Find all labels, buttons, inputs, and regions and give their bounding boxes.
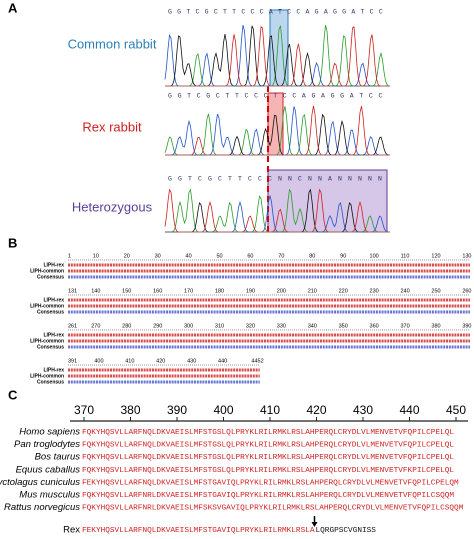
ruler-number: 440	[218, 358, 227, 364]
frameshift-arrowhead	[311, 522, 318, 527]
ruler-number: 320	[246, 323, 255, 329]
panel-label: C	[8, 387, 18, 402]
row-label: Consensus	[37, 274, 64, 280]
base-calls: GGTCGCTTCCCATCCAGAGGATCC	[168, 9, 388, 16]
row-label: LIPH-common	[30, 373, 64, 379]
row-label: LIPH-common	[30, 268, 64, 274]
sequence: FQKYHQSVLLARFNRLDKVAEISLMFSKSVGAVIQLPRYK…	[82, 505, 464, 513]
sequence: FEKYHQSVLLARFNQLDKVAEISLMFSTGAVIQLPRYKLR…	[82, 479, 459, 487]
ruler-number: 370	[400, 323, 409, 329]
ruler-number: 410	[260, 403, 280, 417]
sequence-tail: LQRGPSCVGNISS	[316, 527, 377, 535]
species-name: Rattus norvegicus	[4, 502, 80, 513]
ruler-number: 130	[462, 253, 471, 259]
ruler-number: 350	[339, 323, 348, 329]
row-label: Consensus	[37, 309, 64, 315]
sample-label: Common rabbit	[68, 36, 157, 51]
ruler-number: 310	[215, 323, 224, 329]
ruler-number: 410	[125, 358, 134, 364]
row-label: LIPH-rex	[43, 262, 64, 268]
ruler-number: 380	[431, 323, 440, 329]
ruler-number: 260	[462, 288, 471, 294]
ruler-number: 420	[156, 358, 165, 364]
ruler-number: 100	[370, 253, 379, 259]
sequence: FQKYHQSVLLARFNRLDKVAEISLMFSTGAVIQLPRYKLR…	[82, 492, 454, 500]
ruler-number: 120	[431, 253, 440, 259]
species-name: Equus caballus	[16, 464, 81, 475]
ruler-number: 300	[184, 323, 193, 329]
ruler-number: 330	[277, 323, 286, 329]
ruler-number: 220	[339, 288, 348, 294]
panel-label: A	[8, 0, 18, 15]
row-label: LIPH-rex	[43, 332, 64, 338]
ruler-number: 20	[124, 253, 130, 259]
species-name: Oryctolagus cuniculus	[0, 477, 80, 488]
ruler-number: 261	[68, 323, 77, 329]
ruler-number: 190	[246, 288, 255, 294]
trace	[164, 188, 390, 233]
sequence: FQKYHQSVLLARFNQLDKVAEISLMFSTGSLQLPRYKLRI…	[82, 454, 454, 462]
ruler-number: 30	[155, 253, 161, 259]
row-label: LIPH-common	[30, 338, 64, 344]
ruler-number: 400	[94, 358, 103, 364]
sample-label: Heterozygous	[72, 199, 153, 214]
ruler-number: 360	[370, 323, 379, 329]
ruler-number: 440	[399, 403, 419, 417]
ruler-number: 160	[153, 288, 162, 294]
ruler-number: 450	[446, 403, 466, 417]
ruler-number: 140	[91, 288, 100, 294]
ruler-number: 430	[187, 358, 196, 364]
ruler-number: 290	[153, 323, 162, 329]
ruler-number: 390	[167, 403, 187, 417]
ruler-number: 150	[122, 288, 131, 294]
sequence: FQKYHQSVLLARFNQLDKVAEISLMFSTGSLQLPRYKLRI…	[82, 467, 454, 475]
ruler-number: 390	[462, 323, 471, 329]
ruler-number: 90	[340, 253, 346, 259]
base-calls: GGTCGCTTCCCNNCNNANNNNN	[168, 176, 388, 183]
ruler-number: 10	[93, 253, 99, 259]
row-label: LIPH-rex	[43, 297, 64, 303]
ruler-number: 340	[308, 323, 317, 329]
species-name: Homo sapiens	[19, 427, 80, 438]
row-label: Consensus	[37, 344, 64, 350]
sequence: FEKYHQSVLLARFNQLDKVAEISLMFSTGAVIQLPRYKLR…	[82, 527, 315, 535]
ruler-number: 430	[353, 403, 373, 417]
ruler-number: 250	[431, 288, 440, 294]
ruler-number: 50	[216, 253, 222, 259]
ruler-number: 60	[247, 253, 253, 259]
ruler-number: 210	[308, 288, 317, 294]
ruler-number: 230	[370, 288, 379, 294]
ruler-number: 280	[122, 323, 131, 329]
row-label: LIPH-common	[30, 303, 64, 309]
ruler-number: 200	[277, 288, 286, 294]
ruler-number: 391	[68, 358, 77, 364]
species-name: Rex	[63, 525, 80, 536]
ruler-number: 131	[68, 288, 77, 294]
ruler-number: 370	[74, 403, 94, 417]
ruler-number: 380	[120, 403, 140, 417]
sample-label: Rex rabbit	[82, 119, 142, 134]
ruler-number: 420	[306, 403, 326, 417]
ruler-number: 40	[186, 253, 192, 259]
ruler-number: 80	[309, 253, 315, 259]
ruler-number: 70	[278, 253, 284, 259]
base-calls: GGTCGCTTCCCTCCAGAGGATCC	[168, 93, 388, 100]
ruler-number: 110	[401, 253, 410, 259]
ruler-number: 170	[184, 288, 193, 294]
row-label: LIPH-rex	[43, 367, 64, 373]
ruler-number: 400	[213, 403, 233, 417]
sequence: FQKYHQSVLLARFNQLDKVAEISLMFSTGSLQLPRYKLRI…	[82, 442, 454, 450]
species-name: Mus musculus	[19, 490, 80, 501]
row-label: Consensus	[37, 379, 64, 385]
panel-label: B	[8, 235, 17, 250]
species-name: Pan troglodytes	[14, 439, 80, 450]
ruler-number: 180	[215, 288, 224, 294]
ruler-number: 4452	[251, 358, 263, 364]
ruler-number: 1	[68, 253, 71, 259]
species-name: Bos taurus	[35, 452, 81, 463]
ruler-number: 240	[400, 288, 409, 294]
ruler-number: 270	[91, 323, 100, 329]
sequence: FQKYHQSVLLARFNQLDKVAEISLMFSTGSLQLPRYKLRI…	[82, 429, 454, 437]
